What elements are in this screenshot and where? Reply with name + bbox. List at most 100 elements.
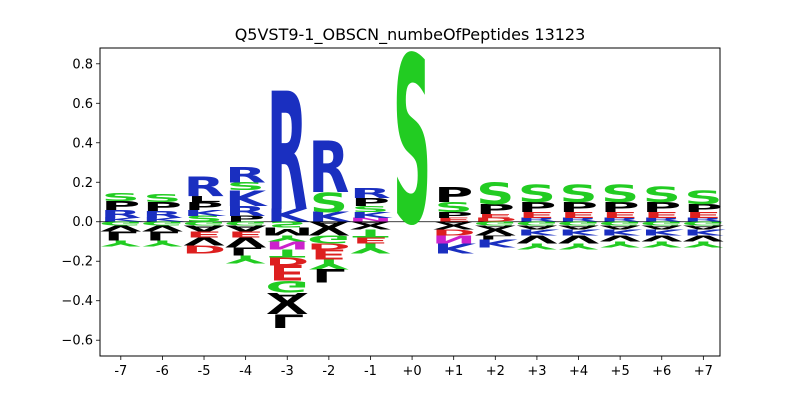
logo-letter-r: R xyxy=(683,217,724,223)
logo-letter-k: K xyxy=(308,210,352,226)
logo-letter-y: Y xyxy=(142,239,183,248)
logo-letter-e: E xyxy=(227,230,263,239)
logo-letter-s: S xyxy=(559,180,597,208)
logo-letter-a: A xyxy=(641,224,683,230)
logo-letter-p: P xyxy=(101,199,140,213)
logo-letter-p: P xyxy=(601,200,640,216)
logo-letter-y: Y xyxy=(225,252,267,265)
x-tick-label: -1 xyxy=(364,364,377,379)
logo-letter-y: Y xyxy=(267,234,308,243)
chart-title: Q5VST9-1_OBSCN_numbeOfPeptides 13123 xyxy=(235,25,586,45)
logo-letter-k: K xyxy=(350,210,393,219)
logo-letter-a: A xyxy=(600,224,642,230)
logo-letter-k: K xyxy=(516,228,559,237)
logo-letter-e: E xyxy=(269,260,305,286)
logo-letter-g: G xyxy=(99,220,143,226)
logo-letter-p: P xyxy=(434,210,473,219)
logo-letter-d: D xyxy=(307,242,351,251)
logo-letter-s: S xyxy=(102,191,140,204)
logo-letter-a: A xyxy=(183,224,225,233)
logo-letter-s: S xyxy=(393,10,431,277)
logo-letter-r: R xyxy=(142,209,183,220)
logo-letter-r: R xyxy=(100,208,141,221)
logo-letter-v: V xyxy=(142,224,184,233)
x-tick-label: +3 xyxy=(527,364,546,379)
x-tick-label: -3 xyxy=(281,364,294,379)
logo-letter-r: R xyxy=(600,217,641,223)
logo-letter-v: V xyxy=(100,224,142,233)
logo-letter-s: S xyxy=(476,177,514,212)
logo-letter-r: R xyxy=(516,217,557,223)
logo-letter-v: V xyxy=(267,299,309,318)
logo-letter-k: K xyxy=(683,228,726,237)
logo-letter-s: S xyxy=(185,214,223,223)
y-tick-label: 0.6 xyxy=(72,97,93,112)
plot-frame xyxy=(99,47,721,357)
logo-letter-a: A xyxy=(475,224,517,230)
logo-letter-n: N xyxy=(431,233,475,246)
logo-letter-d: D xyxy=(432,228,476,237)
logo-letter-k: K xyxy=(225,186,268,212)
logo-letter-l: L xyxy=(145,228,179,242)
logo-letter-a: A xyxy=(350,220,392,226)
y-tick-label: 0.2 xyxy=(72,176,93,191)
logo-letter-r: R xyxy=(558,217,599,223)
logo-letter-a: A xyxy=(308,220,350,229)
logo-letter-k: K xyxy=(600,228,643,237)
logo-letter-k: K xyxy=(267,206,310,226)
logo-letter-l: L xyxy=(478,234,512,240)
logo-letter-g: G xyxy=(598,220,642,226)
x-tick-label: +4 xyxy=(569,364,588,379)
x-tick-label: +1 xyxy=(444,364,463,379)
logo-letter-p: P xyxy=(684,202,723,215)
logo-letter-a: A xyxy=(683,224,725,230)
x-tick-label: +2 xyxy=(486,364,505,379)
logo-letter-l: L xyxy=(104,228,138,242)
logo-letter-s: S xyxy=(518,180,556,208)
x-tick-label: +6 xyxy=(652,364,671,379)
logo-letter-r: R xyxy=(267,60,308,248)
logo-letter-a: A xyxy=(516,224,558,230)
logo-letter-y: Y xyxy=(350,240,391,256)
logo-letter-s: S xyxy=(226,180,264,193)
logo-letter-r: R xyxy=(641,217,682,223)
logo-letter-e: E xyxy=(186,230,222,239)
logo-letter-d: D xyxy=(473,217,517,223)
logo-letter-r: R xyxy=(184,171,225,202)
logo-letter-v: V xyxy=(308,225,350,238)
logo-letter-p: P xyxy=(434,184,473,207)
logo-letter-p: P xyxy=(226,214,265,223)
logo-letter-r: R xyxy=(225,162,266,188)
logo-letter-p: P xyxy=(517,200,556,216)
logo-letter-s: S xyxy=(268,220,306,229)
logo-letter-g: G xyxy=(557,220,601,226)
logo-letter-s: S xyxy=(351,204,389,213)
logo-letter-y: Y xyxy=(558,242,599,251)
logo-letter-a: A xyxy=(558,224,600,230)
logo-letter-s: S xyxy=(310,187,348,218)
logo-letter-g: G xyxy=(473,220,517,226)
plot-area: KRPSGVLYKRPSGVLYSKPLRGAEVDPRKSRGAEVLYKRS… xyxy=(99,10,726,332)
logo-letter-d: D xyxy=(265,254,309,267)
logo-letter-y: Y xyxy=(100,239,141,248)
logo-letter-m: M xyxy=(261,225,314,238)
y-tick-label: −0.6 xyxy=(61,334,93,349)
logo-letter-y: Y xyxy=(308,256,349,272)
logo-letter-s: S xyxy=(143,192,181,205)
x-tick-label: +0 xyxy=(402,364,421,379)
logo-letter-r: R xyxy=(350,186,391,202)
logo-letter-p: P xyxy=(476,202,515,218)
logo-letter-v: V xyxy=(683,234,725,243)
logo-letter-v: V xyxy=(225,234,266,250)
logo-letter-g: G xyxy=(515,220,559,226)
logo-letter-s: S xyxy=(435,200,473,216)
logo-letter-g: G xyxy=(640,220,684,226)
logo-letter-s: S xyxy=(684,187,722,209)
logo-letter-p: P xyxy=(185,200,224,213)
y-tick-label: −0.2 xyxy=(61,255,93,270)
logo-letter-e: E xyxy=(685,210,721,219)
logo-letter-l: L xyxy=(229,245,263,258)
logo-letter-y: Y xyxy=(516,242,557,251)
y-tick-label: −0.4 xyxy=(61,294,93,309)
